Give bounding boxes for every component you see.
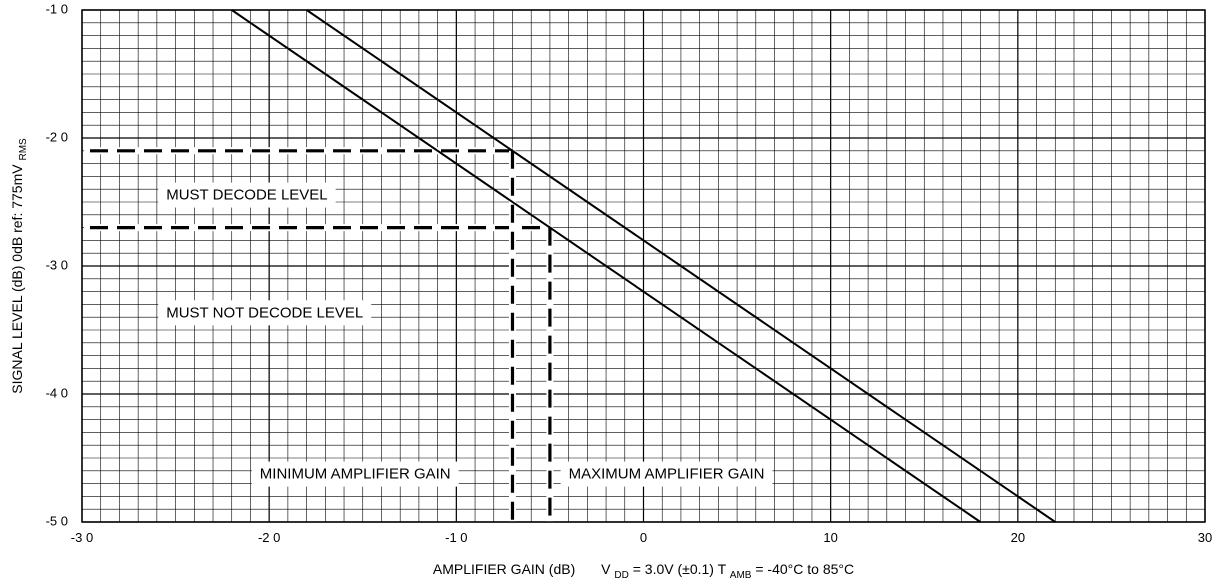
x-tick-label: -1 0 xyxy=(445,530,467,545)
y-tick-label: -5 0 xyxy=(46,513,68,528)
series-lines xyxy=(231,9,1056,523)
plot-frame xyxy=(81,9,1206,523)
tamb-value: = -40°C to 85°C xyxy=(755,561,854,577)
vdd-subscript: DD xyxy=(614,570,628,581)
x-tick-label: 20 xyxy=(1011,530,1025,545)
y-axis-label-main: SIGNAL LEVEL (dB) 0dB ref: 775mV xyxy=(9,164,25,394)
x-tick-label: 0 xyxy=(640,530,647,545)
tick-labels: -3 0 -2 0 -1 0 0 10 20 30 -1 0 -2 0 -3 0 -4 0 -5 0 xyxy=(46,1,1213,545)
y-tick-label: -1 0 xyxy=(46,1,68,16)
annotation-text: MINIMUM AMPLIFIER GAIN xyxy=(260,466,451,483)
annotation-box xyxy=(251,461,459,487)
y-tick-label: -4 0 xyxy=(46,385,68,400)
x-axis-label: AMPLIFIER GAIN (dB) xyxy=(433,561,575,577)
x-tick-label: 10 xyxy=(823,530,837,545)
annotations: MUST DECODE LEVEL MUST NOT DECODE LEVEL MI… xyxy=(158,182,773,487)
x-tick-label: -3 0 xyxy=(71,530,93,545)
annotation-text: MUST NOT DECODE LEVEL xyxy=(166,304,363,321)
x-tick-label: 30 xyxy=(1198,530,1212,545)
series-line-2 xyxy=(231,9,981,523)
y-axis-label-subscript: RMS xyxy=(18,138,29,161)
annotation-box xyxy=(158,300,372,326)
y-tick-label: -3 0 xyxy=(46,257,68,272)
annotation-text: MAXIMUM AMPLIFIER GAIN xyxy=(569,466,765,483)
tamb-symbol: T xyxy=(718,561,727,577)
tamb-subscript: AMB xyxy=(730,570,752,581)
annotation-label-4: MAXIMUM AMPLIFIER GAIN xyxy=(560,461,773,487)
x-axis-title: AMPLIFIER GAIN (dB) V DD = 3.0V (±0.1) T… xyxy=(433,561,854,581)
vdd-symbol: V xyxy=(601,561,611,577)
annotation-label-2: MUST NOT DECODE LEVEL xyxy=(158,300,372,326)
vdd-value: = 3.0V (±0.1) xyxy=(633,561,718,577)
x-tick-label: -2 0 xyxy=(258,530,280,545)
annotation-label-1: MUST DECODE LEVEL xyxy=(158,182,336,208)
annotation-box xyxy=(158,182,336,208)
axis-titles: AMPLIFIER GAIN (dB) V DD = 3.0V (±0.1) T… xyxy=(9,138,854,581)
annotation-box xyxy=(560,461,773,487)
series-line-1 xyxy=(306,9,1056,523)
annotation-label-3: MINIMUM AMPLIFIER GAIN xyxy=(251,461,459,487)
reference-lines xyxy=(84,147,554,522)
y-tick-label: -2 0 xyxy=(46,129,68,144)
y-axis-title: SIGNAL LEVEL (dB) 0dB ref: 775mV RMS xyxy=(9,138,29,394)
annotation-text: MUST DECODE LEVEL xyxy=(166,187,327,204)
